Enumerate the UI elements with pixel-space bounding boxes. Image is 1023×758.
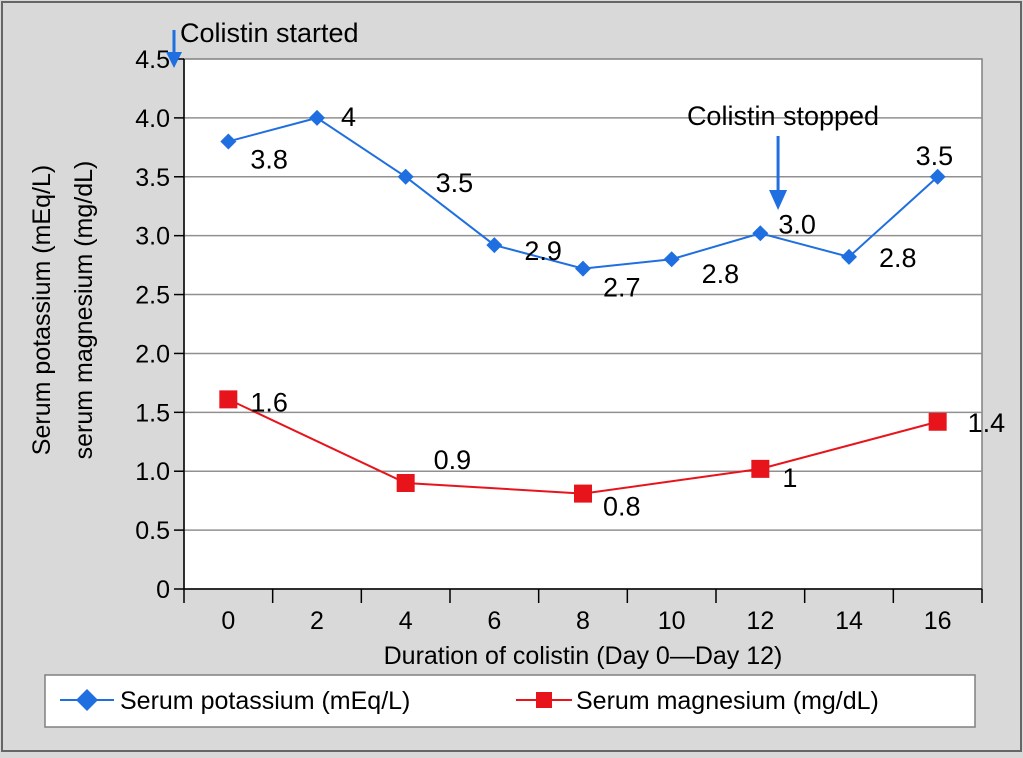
potassium-point [841,248,857,265]
y-tick-label: 2.5 [135,282,170,310]
x-tick-label: 10 [658,607,686,635]
arrow-started-head [166,52,182,68]
legend-label-potassium: Serum potassium (mEq/L) [120,687,410,715]
potassium-data-label: 2.7 [603,273,641,303]
x-tick-labels: 0 2 4 6 8 10 12 14 16 [221,607,951,635]
legend-magnesium-marker [536,692,552,708]
y-tick-label: 0 [156,576,170,604]
magnesium-point [751,459,770,478]
x-tick-label: 6 [487,607,501,635]
potassium-point [752,225,769,242]
x-axis-title: Duration of colistin (Day 0—Day 12) [384,642,783,670]
potassium-point [486,237,503,254]
y-tick-label: 3.5 [135,164,170,192]
y-tick-label: 2.0 [135,340,170,368]
potassium-point [929,168,946,185]
potassium-point [575,260,591,277]
x-tick-label: 14 [835,607,863,635]
x-tick-label: 8 [576,607,590,635]
magnesium-data-label: 1.4 [968,408,1006,438]
legend-box [44,674,976,728]
y-tick-label: 1.5 [135,399,170,427]
magnesium-data-label: 0.8 [603,492,641,522]
annotation-colistin-stopped: Colistin stopped [687,101,879,131]
potassium-data-label: 3.5 [916,141,954,171]
magnesium-data-label: 1 [782,463,797,493]
x-tick-label: 2 [310,607,324,635]
y-tick-label: 0.5 [135,517,170,545]
potassium-data-label: 2.9 [524,236,562,266]
magnesium-data-label: 1.6 [250,387,288,417]
potassium-data-label: 4 [341,102,356,132]
potassium-data-label: 2.8 [702,259,740,289]
y-tick-label: 1.0 [135,458,170,486]
x-tick-label: 12 [746,607,774,635]
potassium-point [220,133,237,150]
potassium-point [397,168,414,185]
y-tick-label: 4.5 [135,46,170,74]
annotation-colistin-started: Colistin started [180,18,359,48]
y-axis-title-line2: serum magnesium (mg/dL) [70,161,98,460]
arrow-stopped-head [769,190,788,210]
y-tick-labels: 0 0.5 1.0 1.5 2.0 2.5 3.0 3.5 4.0 4.5 [135,46,170,604]
legend-potassium-marker [76,689,98,711]
magnesium-data-label: 0.9 [434,445,472,475]
gridlines [184,117,982,531]
magnesium-point [219,390,238,409]
x-tick-label: 16 [924,607,952,635]
magnesium-point [396,474,415,492]
annotations: Colistin started Colistin stopped [166,18,879,210]
magnesium-point [574,484,592,503]
magnesium-point [928,412,947,431]
potassium-data-label: 2.8 [879,243,917,273]
x-tick-label: 0 [221,607,235,635]
legend: Serum potassium (mEq/L) Serum magnesium … [44,674,976,728]
y-axis-title-line1: Serum potassium (mEq/L) [28,165,56,455]
legend-label-magnesium: Serum magnesium (mg/dL) [576,687,879,715]
y-tick-label: 3.0 [135,223,170,251]
potassium-data-label: 3.8 [250,144,288,174]
axes [174,58,983,603]
plot-area [183,58,983,590]
potassium-point [663,251,680,268]
potassium-point [309,109,325,126]
potassium-data-label: 3.5 [436,168,474,198]
series-layer: 3.8 4 3.5 2.9 2.7 2.8 3.0 2.8 3.5 1.6 0.9 0.8 1 1.4 [219,102,1005,522]
potassium-data-label: 3.0 [778,209,816,239]
x-tick-label: 4 [399,607,413,635]
y-tick-label: 4.0 [135,105,170,133]
